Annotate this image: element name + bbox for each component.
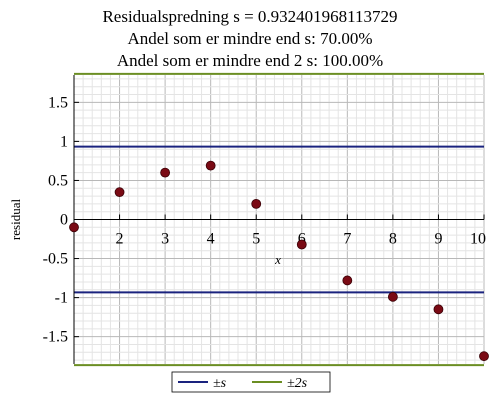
data-point [479,351,489,362]
y-tick-label: -1 [55,290,68,307]
x-tick-label: 7 [343,231,351,248]
x-tick-label: 4 [207,231,215,248]
x-tick-label: 2 [116,231,124,248]
x-tick-label: 10 [470,231,486,248]
reference-lines [74,72,484,367]
data-point [114,187,125,198]
data-point [433,304,444,315]
x-tick-label: 9 [434,231,442,248]
legend: ±s ±2s [171,371,331,393]
y-axis-label: residual [8,199,23,241]
data-point [296,239,307,250]
x-tick-label: 3 [161,231,169,248]
legend-box [171,371,331,393]
x-tick-label: 6 [298,231,306,248]
data-point [251,198,262,209]
legend-label-2: ±2s [287,376,308,391]
data-point [160,167,171,178]
x-tick-label: 5 [252,231,260,248]
title-line-1: Residualspredning s = 0.932401968113729 [102,7,397,26]
x-tick-label: 8 [389,231,397,248]
axes: 2 3 4 5 6 7 8 9 10 -1.5 -1 -0.5 0 0.5 1 1.5 x residual [8,75,486,364]
title-line-2: Andel som er mindre end s: 70.00% [127,29,372,48]
y-tick-label: 1 [60,133,68,150]
data-point [69,222,79,233]
data-point [387,291,398,302]
y-tick-label: 0 [60,212,68,229]
legend-label-1: ±s [213,376,227,391]
y-tick-label: -1.5 [43,329,68,346]
y-tick-label: -0.5 [43,251,68,268]
y-tick-label: 1.5 [48,94,68,111]
y-tick-label: 0.5 [48,172,68,189]
data-point [342,275,353,286]
data-points [69,160,489,362]
data-point [205,160,216,171]
x-axis-label: x [274,252,281,267]
title-line-3: Andel som er mindre end 2 s: 100.00% [117,51,383,70]
chart-title: Residualspredning s = 0.932401968113729 A… [102,7,397,70]
